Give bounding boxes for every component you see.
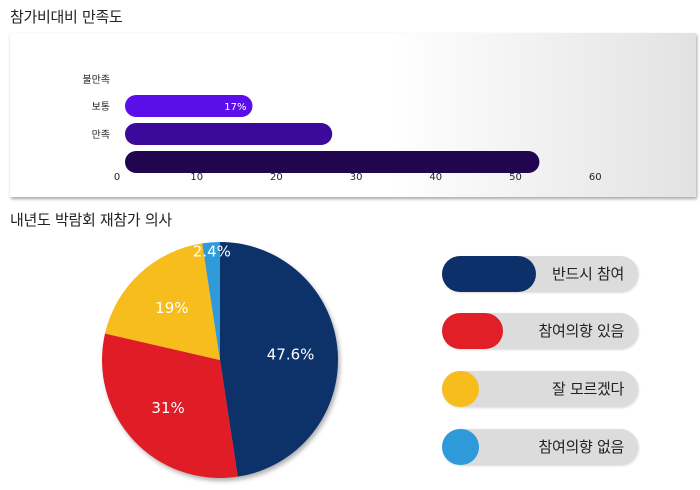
bar-category-label: 불만족 [82, 74, 110, 86]
x-tick-label: 60 [589, 172, 602, 183]
pie-slice [220, 242, 338, 477]
legend-label: 반드시 참여 [552, 265, 624, 283]
bar-data-label: 17% [224, 102, 246, 113]
bar-category-label: 만족 [92, 129, 110, 141]
rejoin-pie-chart: 47.6% 31% 19% 2.4% [101, 242, 338, 478]
legend-label: 참여의향 있음 [538, 322, 625, 340]
legend-swatch [442, 313, 503, 349]
legend-item-no-intent: 참여의향 없음 [442, 429, 638, 465]
legend-swatch [442, 429, 480, 465]
pie-value-label: 47.6% [267, 346, 315, 364]
x-tick-label: 0 [114, 172, 120, 183]
legend-item-not-sure: 잘 모르겠다 [442, 371, 638, 407]
pie-slice [101, 333, 238, 478]
legend-swatch [442, 371, 480, 407]
pie-value-label: 2.4% [193, 243, 231, 261]
bar [125, 95, 253, 117]
rejoin-chart-title: 내년도 박람회 재참가 의사 [10, 211, 172, 229]
legend-item-must-join: 반드시 참여 [442, 256, 638, 292]
pie-slice [202, 242, 220, 360]
bar [125, 151, 540, 173]
legend-swatch [442, 256, 537, 292]
bar [125, 123, 333, 145]
pie-value-label: 19% [155, 299, 188, 317]
satisfaction-chart-title: 참가비대비 만족도 [10, 8, 123, 26]
legend-label: 참여의향 없음 [538, 438, 625, 456]
pie-slice [105, 243, 220, 360]
bar-category-label: 보통 [92, 101, 110, 113]
x-tick-label: 50 [509, 172, 522, 183]
pie-value-label: 31% [151, 399, 184, 417]
x-tick-label: 20 [270, 172, 283, 183]
x-tick-label: 10 [190, 172, 203, 183]
x-tick-label: 30 [350, 172, 363, 183]
x-tick-label: 40 [429, 172, 442, 183]
legend-item-intend-join: 참여의향 있음 [442, 313, 638, 349]
legend-label: 잘 모르겠다 [552, 380, 624, 398]
